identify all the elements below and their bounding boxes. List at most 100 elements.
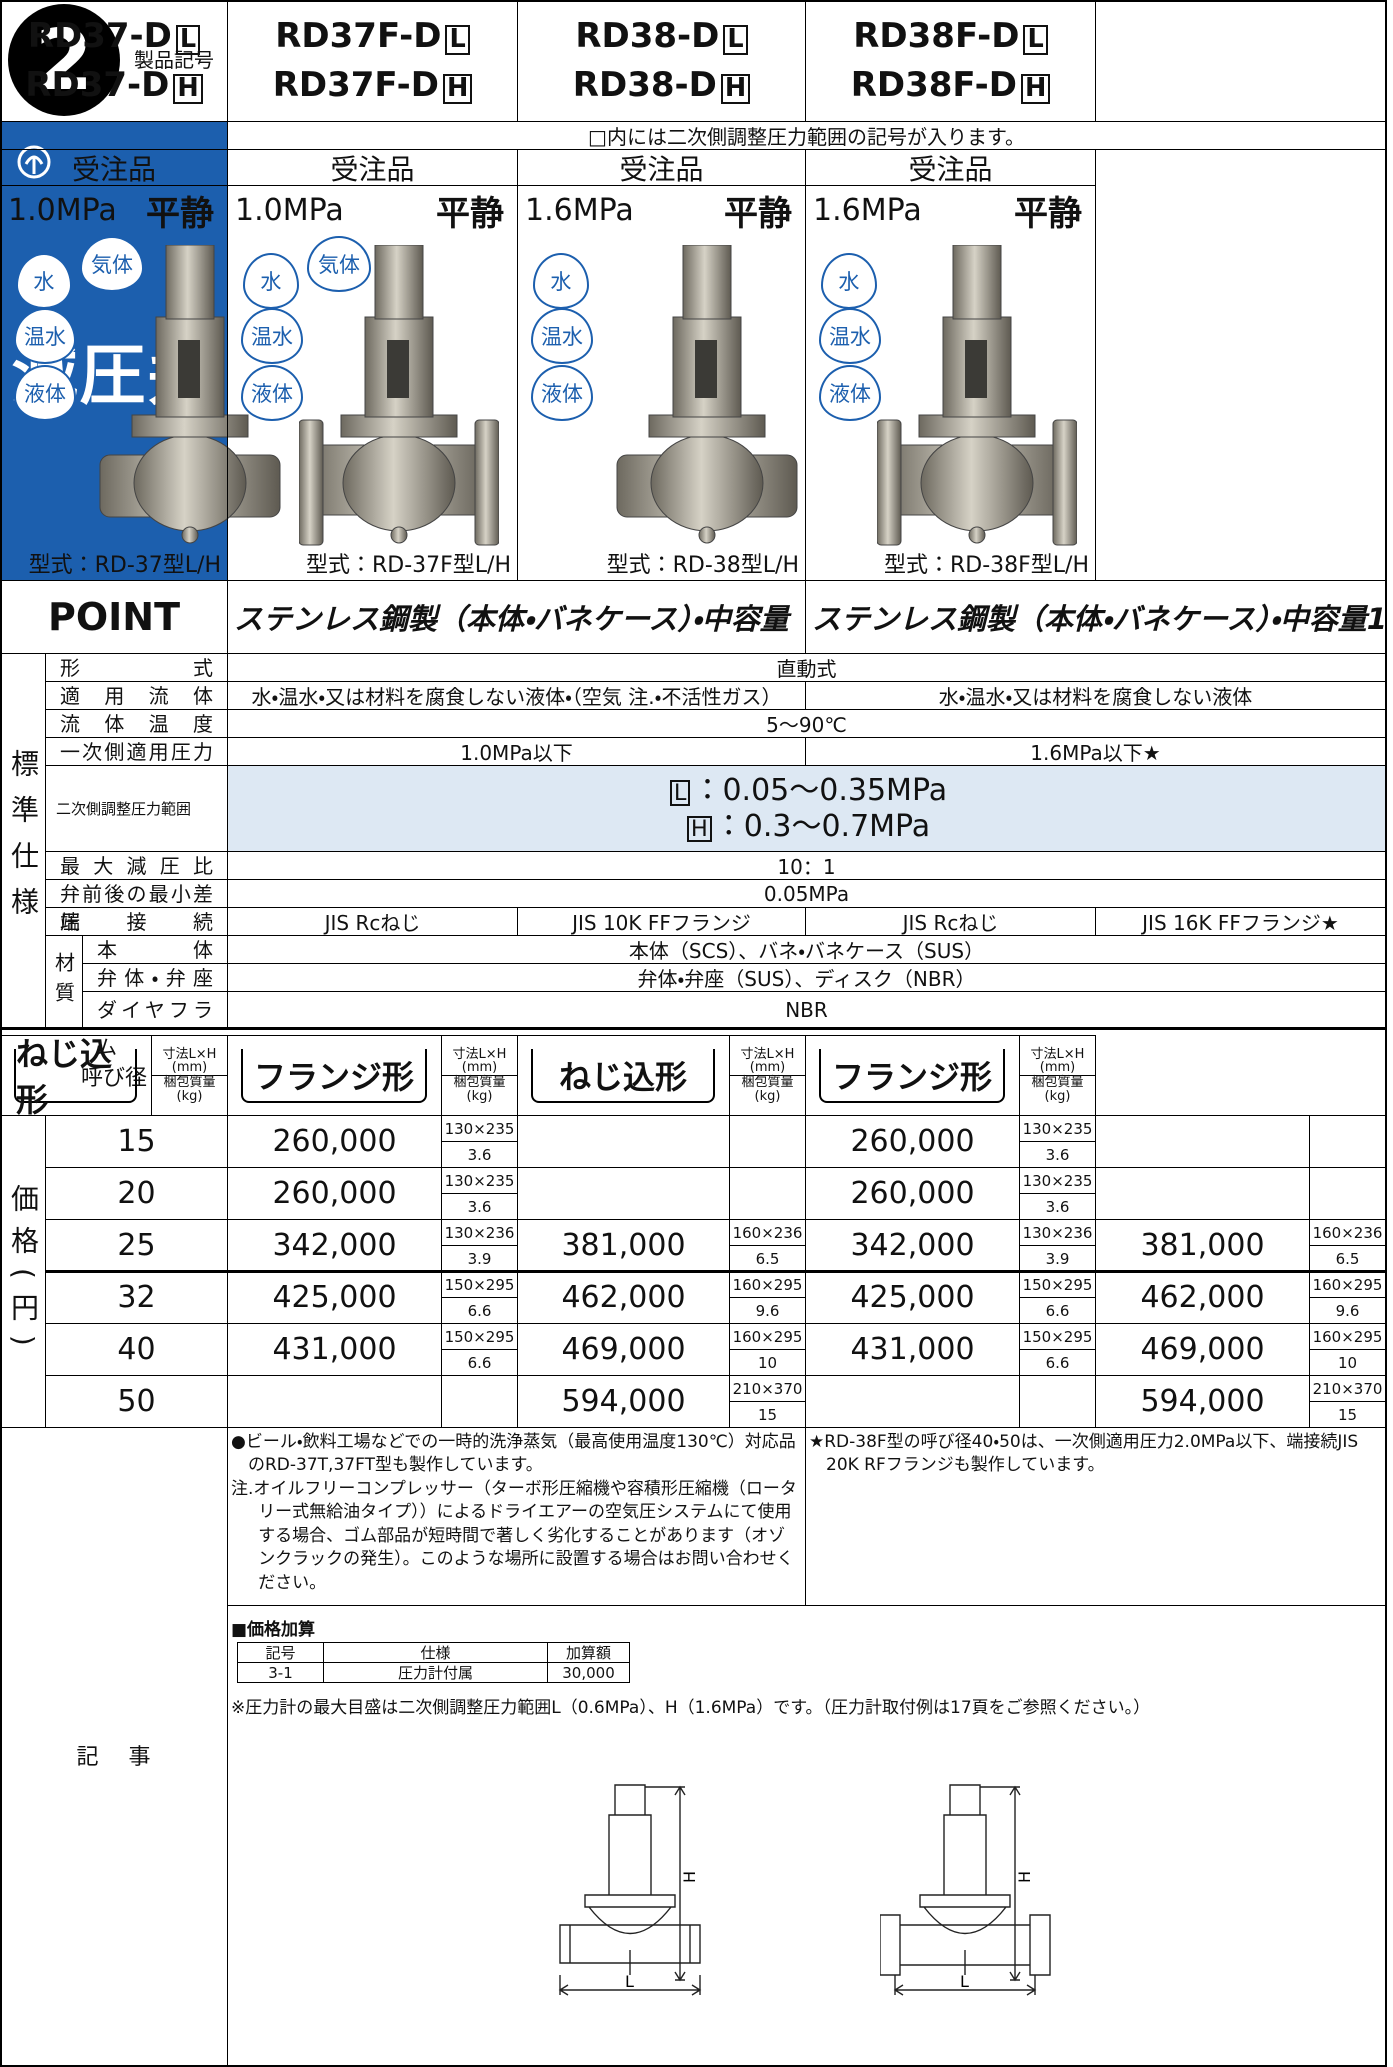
model-header: RD38-D L RD38-D H — [517, 0, 806, 122]
dimension: 160×295 — [729, 1271, 806, 1298]
spec-value: 1.0MPa以下 — [227, 737, 806, 766]
unit-label: (mm) — [749, 1060, 786, 1076]
nominal-size: 20 — [45, 1167, 228, 1220]
order-cell: 受注品 — [227, 149, 518, 186]
spec-value: 0.05MPa — [227, 879, 1386, 908]
spec-value: 本体（SCS）、バネ・バネケース（SUS） — [227, 935, 1386, 964]
model-name-line: RD38-D H — [573, 65, 751, 106]
shape — [178, 340, 200, 398]
pressure: 1.6MPa — [525, 192, 634, 228]
spec-label: ダイヤフラム — [82, 991, 228, 1059]
dimension: 130×235 — [1019, 1167, 1096, 1194]
spec-label: 端接続 — [45, 907, 228, 936]
range-code: L — [669, 779, 691, 806]
shape — [558, 1975, 702, 1996]
length-label: L — [625, 1972, 634, 1991]
shape — [968, 526, 986, 544]
weight: 6.5 — [729, 1245, 806, 1272]
weight: 3.6 — [1019, 1193, 1096, 1220]
shape — [648, 414, 766, 438]
spec-label: 本体 — [82, 935, 228, 964]
shape — [181, 526, 199, 544]
addition-header: 記号 — [237, 1642, 324, 1663]
connection-type: フランジ形 — [819, 1049, 1005, 1103]
shape — [880, 1914, 1051, 1976]
fluid-icon: 温水 — [14, 308, 76, 364]
price-cell: 469,000 — [1095, 1323, 1310, 1376]
shape — [918, 414, 1036, 438]
shape — [390, 526, 408, 544]
model-type: 型式：RD-37F型L/H — [305, 553, 511, 578]
fluid-icon: 気体 — [307, 236, 371, 292]
dimension: 210×370 — [1309, 1375, 1386, 1402]
spec-value: JIS Rcねじ — [805, 907, 1096, 936]
notes-right: ★RD-38F型の呼び径40・50は、一次側適用圧力2.0MPa以下、端接続JI… — [809, 1431, 1377, 1601]
price-cell — [1095, 1167, 1310, 1220]
fluid-icon: 液体 — [14, 365, 76, 421]
price-cell: 594,000 — [1095, 1375, 1310, 1428]
shape — [893, 1975, 1037, 1996]
weight: 9.6 — [729, 1297, 806, 1324]
dimension: 150×295 — [441, 1323, 518, 1350]
nominal-size: 32 — [45, 1271, 228, 1324]
range-text: ：0.3～0.7MPa — [713, 808, 931, 844]
weight: 10 — [729, 1349, 806, 1376]
model-name-line: RD37F-D H — [273, 65, 473, 106]
header-label: 製品記号 — [134, 47, 214, 72]
price-cell — [227, 1375, 442, 1428]
dimension: 150×295 — [1019, 1271, 1096, 1298]
valve-photo — [299, 245, 499, 546]
spec-label: 弁体・弁座 — [82, 963, 228, 992]
model-suffix: L — [1023, 25, 1048, 55]
dimension: 150×295 — [441, 1271, 518, 1298]
unit-label: 寸法L×H — [162, 1046, 217, 1062]
weight: 3.6 — [441, 1193, 518, 1220]
unit-label: 梱包質量 — [730, 1075, 805, 1090]
material-group: 材質 — [45, 935, 83, 1029]
price-cell: 425,000 — [805, 1271, 1020, 1324]
thick-rule — [45, 1270, 1386, 1273]
model-name: RD37-D — [25, 65, 170, 105]
fluid-icon: 水 — [821, 253, 877, 309]
unit-label: (kg) — [754, 1088, 781, 1104]
fluid-icon: 気体 — [80, 236, 144, 292]
spec-value: NBR — [227, 991, 1386, 1029]
price-cell: 342,000 — [227, 1219, 442, 1272]
logo — [17, 145, 51, 179]
addition-value: 圧力計付属 — [323, 1662, 548, 1683]
unit-header: 寸法L×H (mm) 梱包質量 (kg) — [729, 1035, 806, 1116]
spec-value: 水・温水・又は材料を腐食しない液体 — [805, 681, 1386, 710]
thick-rule — [0, 1027, 1386, 1030]
notes-label: 記事 — [76, 1745, 181, 1770]
valve-photo — [99, 245, 281, 544]
shape — [374, 245, 424, 320]
unit-label: (kg) — [466, 1088, 493, 1104]
connection-type: フランジ形 — [241, 1049, 427, 1103]
unit-label: 梱包質量 — [1020, 1075, 1095, 1090]
pressure-type: 平静 — [1014, 193, 1082, 234]
price-cell: 342,000 — [805, 1219, 1020, 1272]
shape — [629, 1785, 686, 1982]
nominal-size: 40 — [45, 1323, 228, 1376]
model-header: RD37-D L RD37-D H — [0, 0, 228, 122]
note-text: 注.オイルフリーコンプレッサー（ターボ形圧縮機や容積形圧縮機（ロータリー式無給油… — [231, 1478, 797, 1593]
price-cell: 260,000 — [227, 1115, 442, 1168]
model-suffix: L — [175, 25, 201, 55]
connection-type: ねじ込形 — [531, 1049, 715, 1103]
spec-value: JIS 16K FFフランジ★ — [1095, 907, 1386, 936]
point-text: ステンレス鋼製（本体・バネケース）・中容量1.6MPa — [805, 580, 1386, 654]
weight: 3.9 — [1019, 1245, 1096, 1272]
shape — [559, 1924, 701, 1964]
shape — [584, 1784, 676, 1934]
dimension: 130×236 — [1019, 1219, 1096, 1246]
model-suffix: H — [173, 74, 203, 104]
shape — [698, 526, 716, 544]
spec-value: 直動式 — [227, 653, 1386, 682]
unit-label: 寸法L×H — [1030, 1046, 1085, 1062]
dimension: 130×235 — [441, 1167, 518, 1194]
addition-header: 加算額 — [547, 1642, 630, 1663]
valve-photo — [877, 245, 1077, 546]
addition-value: 30,000 — [547, 1662, 630, 1683]
price-cell: 260,000 — [805, 1115, 1020, 1168]
